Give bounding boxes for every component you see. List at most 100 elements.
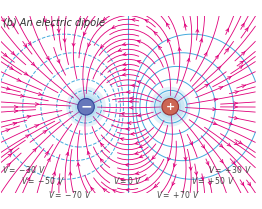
Circle shape: [78, 98, 94, 115]
FancyArrowPatch shape: [88, 43, 91, 46]
FancyArrowPatch shape: [184, 24, 187, 27]
FancyArrowPatch shape: [173, 163, 176, 167]
FancyArrowPatch shape: [154, 31, 157, 35]
FancyArrowPatch shape: [219, 144, 223, 148]
FancyArrowPatch shape: [240, 61, 244, 64]
FancyArrowPatch shape: [35, 103, 39, 106]
FancyArrowPatch shape: [28, 42, 31, 45]
FancyArrowPatch shape: [154, 184, 158, 188]
FancyArrowPatch shape: [8, 153, 12, 157]
FancyArrowPatch shape: [145, 177, 149, 180]
FancyArrowPatch shape: [208, 182, 211, 185]
FancyArrowPatch shape: [184, 157, 187, 160]
Text: +: +: [166, 102, 175, 112]
Text: $V = -30$ V: $V = -30$ V: [2, 164, 46, 175]
FancyArrowPatch shape: [57, 29, 60, 32]
FancyArrowPatch shape: [27, 115, 31, 118]
FancyArrowPatch shape: [121, 138, 124, 141]
FancyArrowPatch shape: [137, 81, 141, 84]
Circle shape: [162, 98, 178, 115]
FancyArrowPatch shape: [57, 60, 60, 63]
FancyArrowPatch shape: [138, 40, 141, 43]
FancyArrowPatch shape: [26, 169, 29, 172]
FancyArrowPatch shape: [145, 20, 149, 23]
FancyArrowPatch shape: [127, 122, 131, 125]
FancyArrowPatch shape: [9, 66, 13, 70]
FancyArrowPatch shape: [201, 145, 204, 148]
FancyArrowPatch shape: [213, 108, 216, 111]
Text: −: −: [80, 100, 92, 114]
FancyArrowPatch shape: [136, 172, 139, 175]
FancyArrowPatch shape: [101, 45, 104, 48]
FancyArrowPatch shape: [66, 152, 69, 156]
FancyArrowPatch shape: [125, 163, 129, 167]
FancyArrowPatch shape: [14, 106, 18, 108]
FancyArrowPatch shape: [229, 122, 233, 125]
FancyArrowPatch shape: [166, 23, 170, 27]
FancyArrowPatch shape: [201, 177, 204, 180]
FancyArrowPatch shape: [226, 29, 229, 32]
FancyArrowPatch shape: [228, 76, 232, 79]
FancyArrowPatch shape: [172, 182, 175, 185]
FancyArrowPatch shape: [139, 145, 143, 148]
FancyArrowPatch shape: [83, 32, 86, 35]
FancyArrowPatch shape: [85, 18, 87, 22]
FancyArrowPatch shape: [77, 163, 80, 166]
FancyArrowPatch shape: [118, 48, 122, 51]
Text: $V = 0$ V: $V = 0$ V: [113, 175, 142, 186]
FancyArrowPatch shape: [17, 78, 21, 81]
FancyArrowPatch shape: [242, 85, 245, 88]
FancyArrowPatch shape: [126, 188, 129, 191]
FancyArrowPatch shape: [2, 18, 4, 22]
FancyArrowPatch shape: [121, 112, 124, 115]
Circle shape: [159, 96, 181, 118]
FancyArrowPatch shape: [234, 142, 238, 145]
FancyArrowPatch shape: [130, 97, 134, 100]
FancyArrowPatch shape: [195, 172, 198, 175]
Text: (b) An electric dipole: (b) An electric dipole: [3, 18, 105, 28]
FancyArrowPatch shape: [69, 172, 72, 175]
FancyArrowPatch shape: [53, 172, 56, 175]
FancyArrowPatch shape: [27, 178, 30, 181]
FancyArrowPatch shape: [47, 158, 50, 162]
FancyArrowPatch shape: [220, 159, 223, 163]
FancyArrowPatch shape: [91, 187, 94, 191]
FancyArrowPatch shape: [123, 63, 126, 66]
FancyArrowPatch shape: [43, 130, 47, 134]
FancyArrowPatch shape: [131, 18, 135, 21]
FancyArrowPatch shape: [51, 24, 54, 27]
Text: $V = -50$ V: $V = -50$ V: [21, 175, 64, 186]
FancyArrowPatch shape: [168, 157, 171, 161]
FancyArrowPatch shape: [13, 122, 17, 125]
FancyArrowPatch shape: [190, 141, 193, 145]
FancyArrowPatch shape: [205, 84, 209, 87]
FancyArrowPatch shape: [14, 110, 18, 113]
FancyArrowPatch shape: [130, 106, 133, 109]
FancyArrowPatch shape: [63, 39, 66, 42]
FancyArrowPatch shape: [241, 182, 244, 186]
Circle shape: [66, 87, 106, 127]
FancyArrowPatch shape: [38, 93, 42, 96]
FancyArrowPatch shape: [31, 62, 35, 66]
FancyArrowPatch shape: [239, 65, 243, 69]
Circle shape: [150, 87, 190, 127]
FancyArrowPatch shape: [245, 28, 248, 31]
FancyArrowPatch shape: [152, 156, 155, 159]
FancyArrowPatch shape: [189, 167, 192, 170]
FancyArrowPatch shape: [234, 105, 237, 108]
FancyArrowPatch shape: [121, 178, 124, 181]
FancyArrowPatch shape: [131, 84, 135, 87]
Circle shape: [75, 96, 97, 118]
FancyArrowPatch shape: [241, 24, 244, 27]
FancyArrowPatch shape: [101, 143, 104, 147]
FancyArrowPatch shape: [35, 125, 39, 128]
FancyArrowPatch shape: [3, 53, 7, 57]
FancyArrowPatch shape: [159, 46, 162, 50]
FancyArrowPatch shape: [214, 98, 217, 101]
FancyArrowPatch shape: [112, 25, 116, 28]
FancyArrowPatch shape: [131, 132, 134, 135]
Circle shape: [72, 92, 100, 121]
FancyArrowPatch shape: [215, 55, 218, 59]
FancyArrowPatch shape: [87, 151, 90, 155]
FancyArrowPatch shape: [45, 152, 48, 155]
